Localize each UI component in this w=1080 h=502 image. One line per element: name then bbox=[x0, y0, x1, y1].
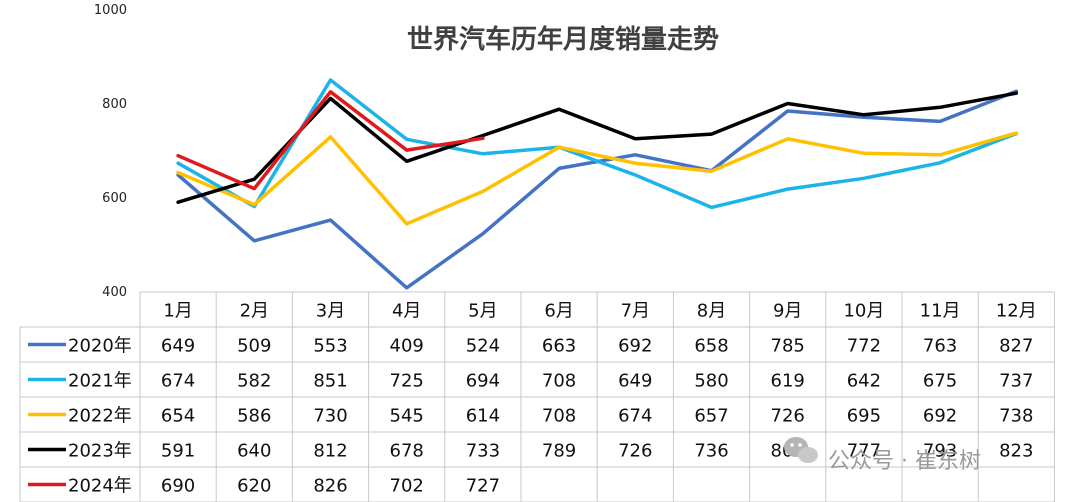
table-cell: 642 bbox=[847, 371, 881, 392]
wechat-icon bbox=[784, 437, 818, 463]
category-label: 7月 bbox=[621, 301, 650, 322]
table-cell: 580 bbox=[694, 371, 728, 392]
series-line bbox=[176, 131, 1019, 226]
legend-label: 2023年 bbox=[68, 441, 132, 462]
legend-label: 2024年 bbox=[68, 476, 132, 497]
y-tick-label: 600 bbox=[102, 191, 127, 206]
table-cell: 785 bbox=[771, 336, 805, 357]
table-cell: 524 bbox=[466, 336, 500, 357]
series-line bbox=[176, 91, 1019, 204]
category-label: 3月 bbox=[316, 301, 345, 322]
category-label: 5月 bbox=[468, 301, 497, 322]
table-cell: 674 bbox=[161, 371, 195, 392]
table-cell: 545 bbox=[390, 406, 424, 427]
data-table: 1月 2月 3月 4月 5月 6月 7月 8月 9月 10月 11月 12月 2020年 649 509 55… bbox=[19, 291, 1055, 502]
table-cell: 827 bbox=[999, 336, 1033, 357]
table-cell: 614 bbox=[466, 406, 500, 427]
table-cell: 663 bbox=[542, 336, 576, 357]
chart-title: 世界汽车历年月度销量走势 bbox=[407, 24, 719, 55]
table-cell: 649 bbox=[618, 371, 652, 392]
category-label: 9月 bbox=[773, 301, 802, 322]
table-cell: 553 bbox=[313, 336, 347, 357]
table-cell: 708 bbox=[542, 371, 576, 392]
table-cell: 772 bbox=[847, 336, 881, 357]
table-cell: 591 bbox=[161, 441, 195, 462]
category-label: 6月 bbox=[544, 301, 573, 322]
table-cell: 793 bbox=[923, 441, 957, 462]
table-cell: 851 bbox=[313, 371, 347, 392]
table-cell: 692 bbox=[923, 406, 957, 427]
table-cell: 708 bbox=[542, 406, 576, 427]
category-label: 2月 bbox=[240, 301, 269, 322]
table-cell: 702 bbox=[390, 476, 424, 497]
table-cell: 695 bbox=[847, 406, 881, 427]
table-cell: 678 bbox=[390, 441, 424, 462]
y-tick-label: 400 bbox=[102, 285, 127, 300]
table-cell: 789 bbox=[542, 441, 576, 462]
table-cell: 726 bbox=[618, 441, 652, 462]
category-label: 8月 bbox=[697, 301, 726, 322]
legend-label: 2021年 bbox=[68, 371, 132, 392]
table-cell: 812 bbox=[313, 441, 347, 462]
table-cell: 725 bbox=[390, 371, 424, 392]
table-cell: 409 bbox=[390, 336, 424, 357]
table-cell: 675 bbox=[923, 371, 957, 392]
table-cell: 619 bbox=[771, 371, 805, 392]
table-cell: 649 bbox=[161, 336, 195, 357]
y-tick-label: 800 bbox=[102, 97, 127, 112]
table-cell: 738 bbox=[999, 406, 1033, 427]
series-line bbox=[176, 90, 485, 191]
category-label: 10月 bbox=[843, 301, 884, 322]
table-cell: 763 bbox=[923, 336, 957, 357]
table-cell: 692 bbox=[618, 336, 652, 357]
table-cell: 694 bbox=[466, 371, 500, 392]
series-lines bbox=[176, 78, 1019, 290]
legend-label: 2020年 bbox=[68, 336, 132, 357]
table-cell: 658 bbox=[694, 336, 728, 357]
category-label: 11月 bbox=[920, 301, 961, 322]
table-cell: 823 bbox=[999, 441, 1033, 462]
watermark: 公众号 · 崔东树 bbox=[784, 437, 981, 474]
table-cell: 730 bbox=[313, 406, 347, 427]
category-label: 4月 bbox=[392, 301, 421, 322]
table-cell: 654 bbox=[161, 406, 195, 427]
y-tick-label: 1000 bbox=[94, 3, 127, 18]
y-axis-ticks: 400 600 800 1000 bbox=[94, 3, 127, 300]
table-cell: 826 bbox=[313, 476, 347, 497]
table-cell: 509 bbox=[237, 336, 271, 357]
table-cell: 582 bbox=[237, 371, 271, 392]
series-line bbox=[176, 78, 1019, 210]
table-cell: 657 bbox=[694, 406, 728, 427]
legend-label: 2022年 bbox=[68, 406, 132, 427]
table-cell: 586 bbox=[237, 406, 271, 427]
watermark-text: 公众号 · 崔东树 bbox=[828, 449, 981, 474]
category-label: 12月 bbox=[996, 301, 1037, 322]
table-cell: 640 bbox=[237, 441, 271, 462]
table-cell: 727 bbox=[466, 476, 500, 497]
category-label: 1月 bbox=[163, 301, 192, 322]
table-cell: 737 bbox=[999, 371, 1033, 392]
table-cell: 620 bbox=[237, 476, 271, 497]
table-cell: 736 bbox=[694, 441, 728, 462]
table-cell: 777 bbox=[847, 441, 881, 462]
table-cell: 674 bbox=[618, 406, 652, 427]
table-cell: 690 bbox=[161, 476, 195, 497]
table-cell: 733 bbox=[466, 441, 500, 462]
table-cell: 726 bbox=[771, 406, 805, 427]
